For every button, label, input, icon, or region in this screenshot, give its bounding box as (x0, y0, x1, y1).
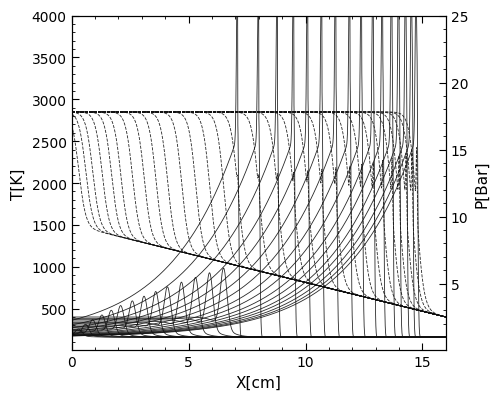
Y-axis label: T[K]: T[K] (11, 168, 26, 199)
X-axis label: X[cm]: X[cm] (236, 375, 282, 390)
Y-axis label: P[Bar]: P[Bar] (474, 160, 489, 207)
